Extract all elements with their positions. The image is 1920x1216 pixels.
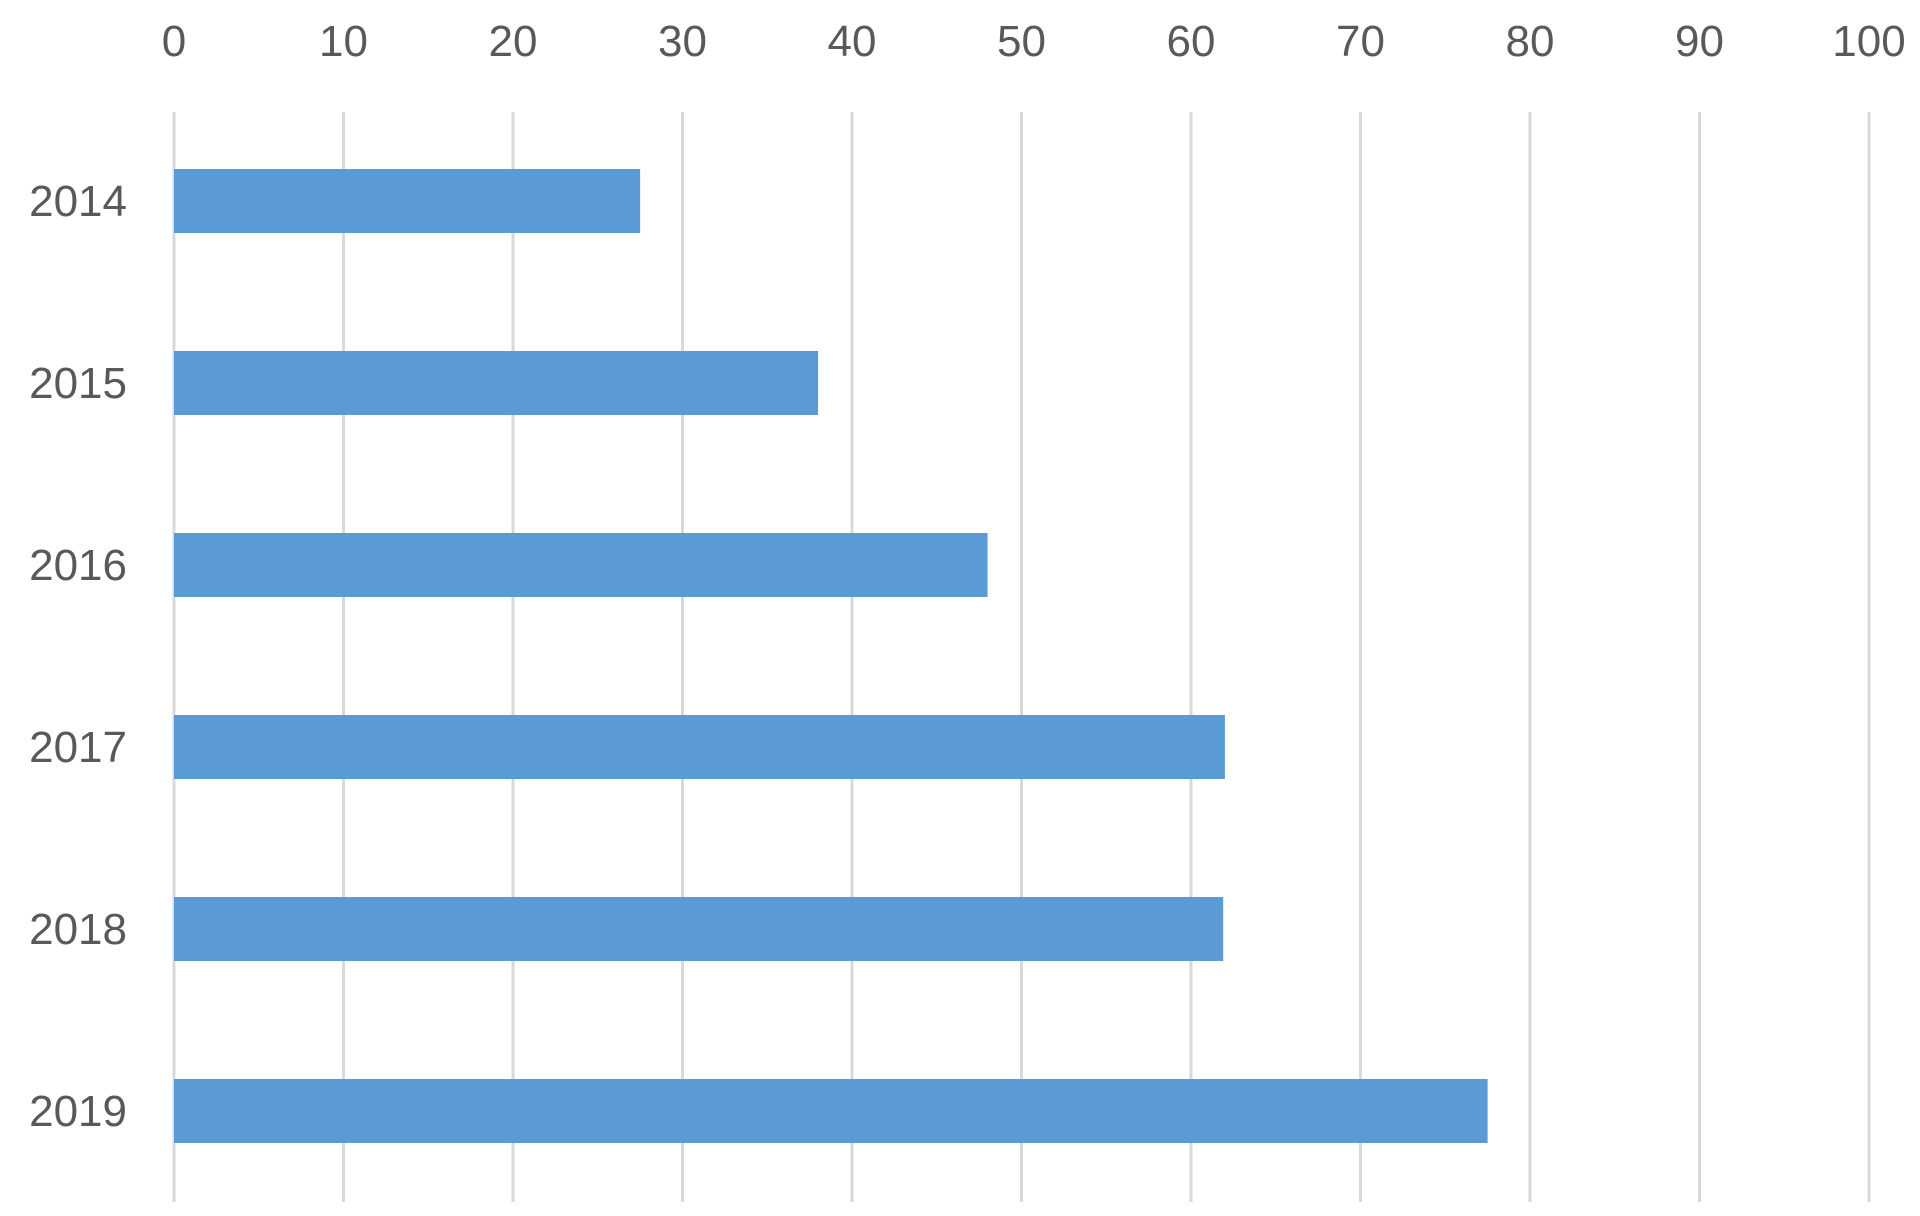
bar-2016 [174, 533, 988, 597]
y-category-label: 2019 [29, 1087, 127, 1136]
bar-2014 [174, 169, 641, 233]
x-axis-ticks: 0 10 20 30 40 50 60 70 80 90 100 [162, 17, 1906, 66]
bar-2015 [174, 351, 819, 415]
y-category-label: 2016 [29, 541, 127, 590]
x-tick-label: 30 [658, 17, 707, 66]
x-tick-label: 70 [1336, 17, 1385, 66]
x-tick-label: 80 [1506, 17, 1555, 66]
bar-2019 [174, 1079, 1488, 1143]
x-tick-label: 60 [1167, 17, 1216, 66]
y-category-label: 2014 [29, 177, 127, 226]
x-tick-label: 100 [1832, 17, 1905, 66]
x-tick-label: 10 [319, 17, 368, 66]
bars [174, 169, 1488, 1143]
y-category-label: 2017 [29, 723, 127, 772]
x-tick-label: 20 [489, 17, 538, 66]
y-category-label: 2015 [29, 359, 127, 408]
y-axis-categories: 2014 2015 2016 2017 2018 2019 [29, 177, 127, 1136]
bar-2018 [174, 897, 1224, 961]
gridlines [172, 112, 1871, 1202]
x-tick-label: 40 [828, 17, 877, 66]
y-category-label: 2018 [29, 905, 127, 954]
x-tick-label: 90 [1675, 17, 1724, 66]
x-tick-label: 50 [997, 17, 1046, 66]
bar-2017 [174, 715, 1225, 779]
x-tick-label: 0 [162, 17, 186, 66]
